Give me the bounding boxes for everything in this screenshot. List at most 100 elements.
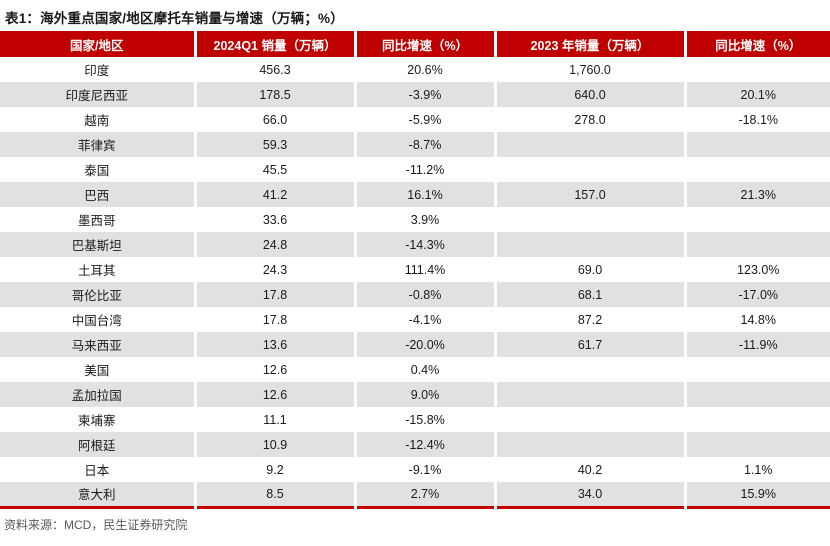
cell-2024q1-sales: 45.5	[193, 157, 355, 182]
cell-2023-sales	[493, 207, 685, 232]
cell-2024q1-sales: 456.3	[193, 57, 355, 82]
cell-2023-sales: 157.0	[493, 182, 685, 207]
cell-yoy-growth-2023: -17.0%	[683, 282, 830, 307]
cell-2023-sales	[493, 157, 685, 182]
table-row: 印度 456.3 20.6% 1,760.0	[0, 57, 830, 82]
table-row: 哥伦比亚 17.8 -0.8% 68.1 -17.0%	[0, 282, 830, 307]
cell-yoy-growth-2023: 123.0%	[683, 257, 830, 282]
table-row: 孟加拉国 12.6 9.0%	[0, 382, 830, 407]
table-row: 中国台湾 17.8 -4.1% 87.2 14.8%	[0, 307, 830, 332]
cell-2023-sales: 68.1	[493, 282, 685, 307]
cell-2024q1-sales: 59.3	[193, 132, 355, 157]
cell-yoy-growth-2023: 15.9%	[683, 482, 830, 507]
cell-2023-sales: 278.0	[493, 107, 685, 132]
cell-yoy-growth-2023: 21.3%	[683, 182, 830, 207]
cell-2024q1-sales: 178.5	[193, 82, 355, 107]
cell-region: 意大利	[0, 482, 195, 507]
table-row: 菲律宾 59.3 -8.7%	[0, 132, 830, 157]
cell-yoy-growth-q1: -14.3%	[353, 232, 495, 257]
cell-region: 马来西亚	[0, 332, 195, 357]
cell-region: 土耳其	[0, 257, 195, 282]
cell-2024q1-sales: 17.8	[193, 307, 355, 332]
cell-region: 阿根廷	[0, 432, 195, 457]
table-row: 越南 66.0 -5.9% 278.0 -18.1%	[0, 107, 830, 132]
cell-yoy-growth-2023: 1.1%	[683, 457, 830, 482]
col-header-region: 国家/地区	[0, 31, 195, 57]
cell-2024q1-sales: 24.3	[193, 257, 355, 282]
table-row: 墨西哥 33.6 3.9%	[0, 207, 830, 232]
cell-2024q1-sales: 66.0	[193, 107, 355, 132]
header-row: 国家/地区 2024Q1 销量（万辆） 同比增速（%） 2023 年销量（万辆）…	[0, 31, 830, 57]
cell-region: 印度	[0, 57, 195, 82]
col-header-yoy-growth-2023: 同比增速（%）	[683, 31, 830, 57]
cell-yoy-growth-2023	[683, 57, 830, 82]
col-header-2024q1-sales: 2024Q1 销量（万辆）	[193, 31, 355, 57]
cell-2023-sales	[493, 232, 685, 257]
cell-region: 柬埔寨	[0, 407, 195, 432]
cell-yoy-growth-q1: -11.2%	[353, 157, 495, 182]
source-note: 资料来源：MCD，民生证券研究院	[4, 517, 188, 532]
cell-yoy-growth-q1: 3.9%	[353, 207, 495, 232]
cell-region: 哥伦比亚	[0, 282, 195, 307]
cell-yoy-growth-q1: -5.9%	[353, 107, 495, 132]
cell-yoy-growth-q1: -12.4%	[353, 432, 495, 457]
cell-2023-sales	[493, 357, 685, 382]
table-body: 印度 456.3 20.6% 1,760.0 印度尼西亚 178.5 -3.9% 640.0 2…	[0, 57, 830, 507]
cell-yoy-growth-q1: -3.9%	[353, 82, 495, 107]
cell-2024q1-sales: 12.6	[193, 357, 355, 382]
cell-region: 菲律宾	[0, 132, 195, 157]
table-row: 马来西亚 13.6 -20.0% 61.7 -11.9%	[0, 332, 830, 357]
cell-region: 泰国	[0, 157, 195, 182]
table-row: 巴西 41.2 16.1% 157.0 21.3%	[0, 182, 830, 207]
cell-yoy-growth-2023: 14.8%	[683, 307, 830, 332]
cell-2024q1-sales: 12.6	[193, 382, 355, 407]
cell-2024q1-sales: 10.9	[193, 432, 355, 457]
cell-2023-sales	[493, 407, 685, 432]
cell-yoy-growth-q1: 9.0%	[353, 382, 495, 407]
cell-2023-sales	[493, 132, 685, 157]
cell-2024q1-sales: 41.2	[193, 182, 355, 207]
cell-yoy-growth-q1: -0.8%	[353, 282, 495, 307]
cell-2023-sales	[493, 382, 685, 407]
cell-yoy-growth-q1: 16.1%	[353, 182, 495, 207]
table-row: 意大利 8.5 2.7% 34.0 15.9%	[0, 482, 830, 507]
table-row: 巴基斯坦 24.8 -14.3%	[0, 232, 830, 257]
cell-region: 印度尼西亚	[0, 82, 195, 107]
cell-yoy-growth-q1: 0.4%	[353, 357, 495, 382]
cell-2023-sales: 1,760.0	[493, 57, 685, 82]
cell-2024q1-sales: 24.8	[193, 232, 355, 257]
cell-2023-sales	[493, 432, 685, 457]
cell-region: 中国台湾	[0, 307, 195, 332]
cell-yoy-growth-q1: 20.6%	[353, 57, 495, 82]
table-row: 柬埔寨 11.1 -15.8%	[0, 407, 830, 432]
cell-yoy-growth-q1: -9.1%	[353, 457, 495, 482]
table-row: 日本 9.2 -9.1% 40.2 1.1%	[0, 457, 830, 482]
table-row: 土耳其 24.3 111.4% 69.0 123.0%	[0, 257, 830, 282]
table-title: 表1：海外重点国家/地区摩托车销量与增速（万辆；%）	[5, 11, 344, 26]
cell-yoy-growth-2023	[683, 357, 830, 382]
col-header-yoy-growth-q1: 同比增速（%）	[353, 31, 495, 57]
cell-2024q1-sales: 13.6	[193, 332, 355, 357]
cell-2024q1-sales: 8.5	[193, 482, 355, 507]
table-header: 国家/地区 2024Q1 销量（万辆） 同比增速（%） 2023 年销量（万辆）…	[0, 31, 830, 57]
cell-yoy-growth-2023	[683, 407, 830, 432]
cell-yoy-growth-q1: -15.8%	[353, 407, 495, 432]
cell-region: 孟加拉国	[0, 382, 195, 407]
cell-yoy-growth-q1: -4.1%	[353, 307, 495, 332]
cell-yoy-growth-q1: 2.7%	[353, 482, 495, 507]
cell-yoy-growth-2023: -11.9%	[683, 332, 830, 357]
table-row: 泰国 45.5 -11.2%	[0, 157, 830, 182]
cell-region: 巴西	[0, 182, 195, 207]
cell-yoy-growth-2023	[683, 432, 830, 457]
col-header-2023-sales: 2023 年销量（万辆）	[493, 31, 685, 57]
cell-2024q1-sales: 9.2	[193, 457, 355, 482]
cell-region: 巴基斯坦	[0, 232, 195, 257]
cell-yoy-growth-2023	[683, 157, 830, 182]
cell-region: 越南	[0, 107, 195, 132]
sales-growth-table: 国家/地区 2024Q1 销量（万辆） 同比增速（%） 2023 年销量（万辆）…	[0, 31, 830, 509]
cell-2024q1-sales: 17.8	[193, 282, 355, 307]
cell-2024q1-sales: 33.6	[193, 207, 355, 232]
cell-2023-sales: 87.2	[493, 307, 685, 332]
cell-2024q1-sales: 11.1	[193, 407, 355, 432]
